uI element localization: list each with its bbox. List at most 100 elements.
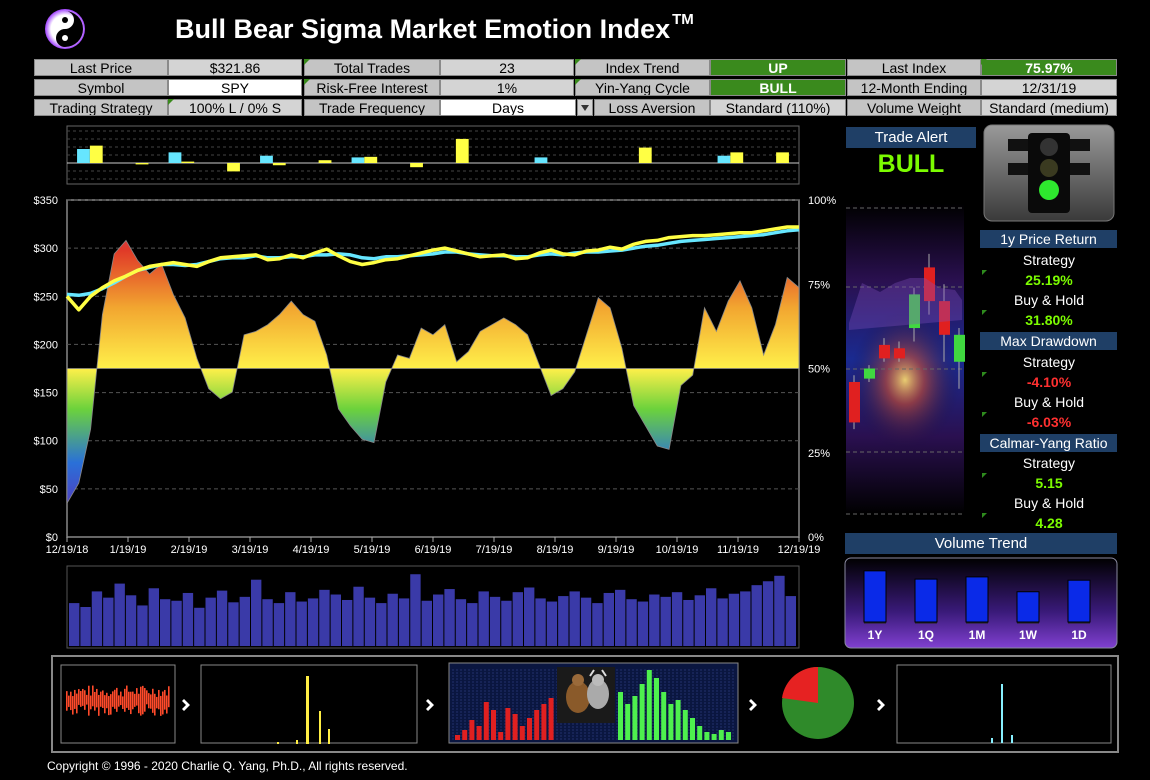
return-bh-value: 31.80% — [1025, 312, 1073, 328]
volume-bar — [285, 592, 296, 646]
bear-bar — [512, 714, 518, 740]
traffic-light-icon — [1008, 133, 1090, 213]
noise-bar — [100, 691, 102, 707]
y-left-tick-label: $0 — [46, 532, 58, 544]
bull-bar — [625, 704, 631, 740]
bear-bar — [519, 726, 525, 740]
mini-bar-cyan — [534, 157, 548, 163]
mini-bar-yellow — [364, 156, 378, 163]
volume-trend-label: 1Q — [918, 628, 934, 642]
risk-free-label: Risk-Free Interest — [304, 79, 440, 96]
cyan-spike-chart — [991, 684, 1013, 743]
corner-marker-icon — [981, 59, 987, 65]
noise-bar — [80, 691, 82, 707]
x-tick-label: 7/19/19 — [476, 544, 513, 556]
corner-marker-icon — [168, 99, 174, 105]
volume-bar — [410, 574, 421, 646]
volume-bar — [103, 597, 114, 646]
volume-bar — [171, 600, 182, 646]
volume-bar — [683, 599, 694, 646]
chevron-down-icon[interactable] — [577, 99, 593, 116]
x-tick-label: 12/19/18 — [46, 544, 89, 556]
volume-bar — [546, 601, 558, 646]
volume-bar — [262, 599, 273, 646]
noise-bar — [116, 687, 118, 712]
noise-bar — [150, 694, 152, 709]
candle-body — [939, 301, 950, 335]
return-bh-label: Buy & Hold — [1013, 292, 1085, 308]
ending-value[interactable]: 12/31/19 — [981, 79, 1117, 96]
noise-bar — [166, 695, 168, 714]
bear-bar — [505, 708, 511, 740]
noise-bar — [138, 693, 140, 714]
volume-bar — [239, 596, 250, 646]
corner-marker-icon — [575, 59, 581, 65]
volume-bar — [717, 598, 728, 646]
candle-body — [849, 381, 860, 423]
dd-strategy-value: -4.10% — [1026, 374, 1072, 390]
dd-bh-value: -6.03% — [1026, 414, 1072, 430]
bear-bar — [527, 718, 532, 740]
x-tick-label: 6/19/19 — [415, 544, 452, 556]
dd-bh-label: Buy & Hold — [1013, 394, 1085, 410]
corner-marker-icon — [575, 79, 581, 85]
symbol-input[interactable]: SPY — [168, 79, 302, 96]
volume-bar — [592, 603, 603, 646]
ending-label: 12-Month Ending — [847, 79, 981, 96]
calmar-strategy-value: 5.15 — [1035, 475, 1063, 491]
mini-bar-yellow — [318, 160, 332, 163]
volume-bar — [137, 605, 148, 646]
noise-bar — [158, 689, 160, 710]
trade-frequency-select[interactable]: Days — [440, 99, 576, 116]
volume-bar — [455, 599, 467, 646]
volume-trend-header: Volume Trend — [845, 533, 1117, 554]
noise-bar — [148, 693, 150, 709]
x-tick-label: 11/19/19 — [717, 544, 759, 556]
volume-trend-bar — [914, 578, 938, 623]
index-trend-label: Index Trend — [575, 59, 710, 76]
noise-bar — [104, 695, 106, 714]
strategy-value[interactable]: 100% L / 0% S — [168, 99, 302, 116]
noise-bar — [132, 691, 134, 710]
bear-bar — [462, 730, 468, 740]
x-tick-label: 1/19/19 — [110, 544, 147, 556]
bull-bar — [618, 692, 623, 740]
x-tick-label: 9/19/19 — [598, 544, 635, 556]
yin-yang-label: Yin-Yang Cycle — [575, 79, 710, 96]
noise-bar — [130, 691, 132, 715]
calmar-strategy-label: Strategy — [1022, 455, 1076, 471]
copyright-text: Copyright © 1996 - 2020 Charlie Q. Yang,… — [47, 759, 408, 773]
noise-bar — [66, 691, 68, 711]
y-left-tick-label: $100 — [34, 436, 58, 448]
noise-bar — [160, 695, 162, 716]
candlestick-chart — [849, 253, 965, 430]
volume-trend-label: 1Y — [868, 628, 883, 642]
loss-aversion-label: Loss Aversion — [594, 99, 710, 116]
volume-bar — [671, 592, 683, 646]
noise-bar — [86, 694, 88, 705]
volume-bar — [330, 594, 341, 646]
loss-aversion-value[interactable]: Standard (110%) — [710, 99, 846, 116]
chevron-right-icon — [182, 699, 885, 711]
mini-bar-yellow — [638, 147, 652, 163]
bull-bar — [718, 730, 724, 740]
page-title: Bull Bear Sigma Market Emotion Index TM — [175, 11, 694, 44]
risk-free-value[interactable]: 1% — [440, 79, 574, 96]
noise-bar — [168, 686, 170, 708]
bear-bar — [491, 710, 496, 740]
volume-bar — [433, 594, 444, 646]
bear-bar — [476, 726, 482, 740]
yin-yang-value: BULL — [710, 79, 846, 96]
volume-bar — [319, 589, 330, 646]
calmar-bh-value: 4.28 — [1035, 515, 1063, 531]
y-right-tick-label: 25% — [808, 448, 830, 460]
calmar-header: Calmar-Yang Ratio — [980, 434, 1117, 452]
volume-weight-value[interactable]: Standard (medium) — [981, 99, 1117, 116]
y-right-tick-label: 50% — [808, 364, 830, 376]
volume-trend-label: 1D — [1071, 628, 1087, 642]
noise-bar — [146, 690, 148, 705]
mini-bar-yellow — [272, 163, 286, 166]
max-drawdown-header: Max Drawdown — [980, 332, 1117, 350]
noise-bar — [94, 691, 96, 711]
